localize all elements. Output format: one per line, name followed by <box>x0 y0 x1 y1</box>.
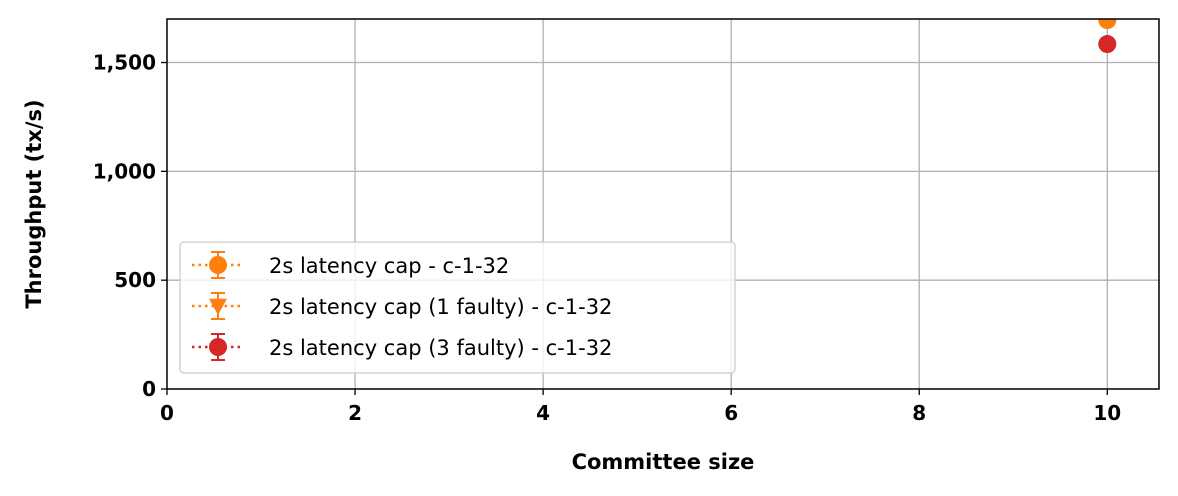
x-tick-label: 2 <box>348 401 362 425</box>
legend-label: 2s latency cap - c-1-32 <box>269 254 509 278</box>
y-axis-ticks: 0 500 1,000 1,500 <box>93 51 167 401</box>
y-tick-label: 0 <box>142 377 156 401</box>
x-tick-label: 4 <box>536 401 550 425</box>
legend-marker <box>209 338 227 356</box>
legend-entry: 2s latency cap (3 faulty) - c-1-32 <box>192 333 612 361</box>
series <box>1098 19 1117 30</box>
x-tick-label: 0 <box>160 401 174 425</box>
legend: 2s latency cap - c-1-32 2s latency cap (1… <box>179 241 736 374</box>
x-axis-ticks: 0 2 4 6 8 10 <box>160 389 1121 425</box>
series-layer <box>1098 19 1117 54</box>
y-tick-label: 1,500 <box>93 51 156 75</box>
y-axis-label: Throughput (tx/s) <box>22 99 46 308</box>
x-tick-label: 6 <box>724 401 738 425</box>
legend-box <box>179 241 736 374</box>
data-point <box>1098 19 1117 30</box>
data-point <box>1098 35 1117 54</box>
legend-label: 2s latency cap (1 faulty) - c-1-32 <box>269 295 612 319</box>
x-axis-label: Committee size <box>572 450 755 474</box>
y-tick-label: 500 <box>114 268 156 292</box>
legend-label: 2s latency cap (3 faulty) - c-1-32 <box>269 336 612 360</box>
legend-entry: 2s latency cap - c-1-32 <box>192 251 509 279</box>
y-tick-label: 1,000 <box>93 159 156 183</box>
x-tick-label: 8 <box>912 401 926 425</box>
series <box>1098 35 1117 54</box>
legend-marker <box>209 256 227 274</box>
legend-entry: 2s latency cap (1 faulty) - c-1-32 <box>192 292 612 320</box>
x-tick-label: 10 <box>1093 401 1121 425</box>
legend-marker <box>209 298 227 315</box>
plot-frame <box>166 18 1160 390</box>
